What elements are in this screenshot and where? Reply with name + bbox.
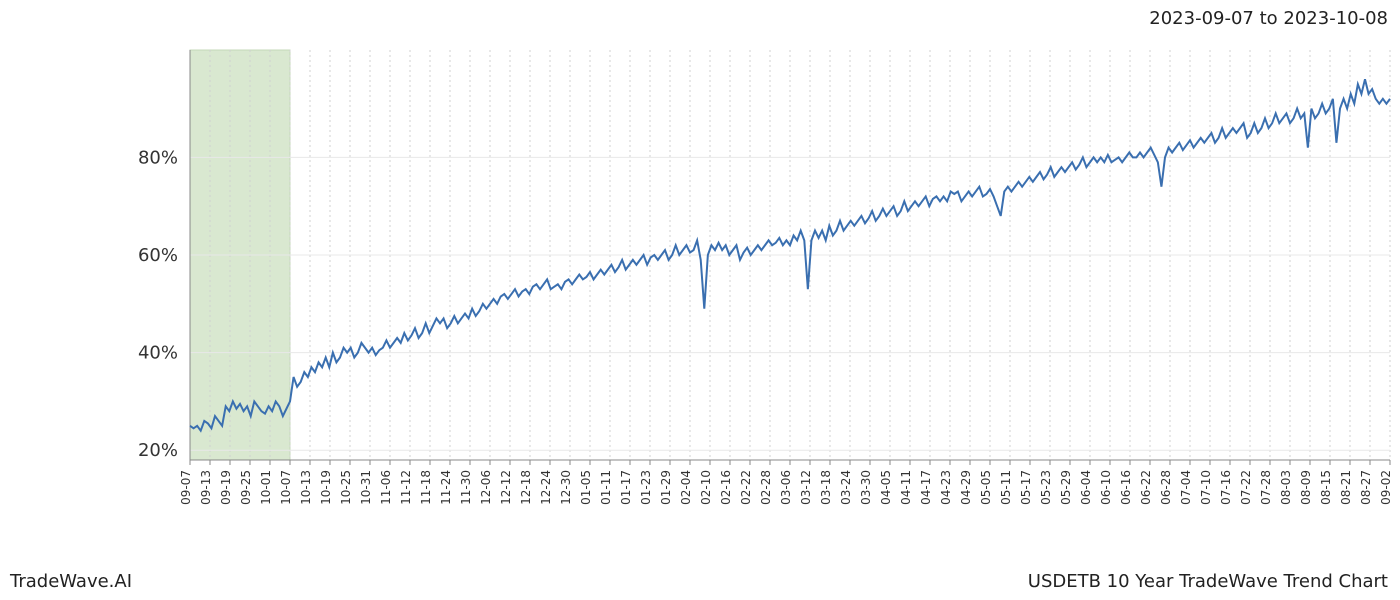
x-tick-label: 10-01 (259, 470, 273, 505)
x-tick-label: 09-19 (219, 470, 233, 505)
x-tick-label: 02-04 (679, 470, 693, 505)
x-tick-label: 05-17 (1019, 470, 1033, 505)
x-tick-label: 06-04 (1079, 470, 1093, 505)
chart-container: 2023-09-07 to 2023-10-08 20% 40% 60% 80% 09-… (0, 0, 1400, 600)
x-tick-label: 04-05 (879, 470, 893, 505)
x-tick-label: 04-11 (899, 470, 913, 505)
x-tick-label: 02-22 (739, 470, 753, 505)
x-tick-label: 07-10 (1199, 470, 1213, 505)
x-tick-label: 08-21 (1339, 470, 1353, 505)
x-tick-label: 01-05 (579, 470, 593, 505)
trend-chart: 20% 40% 60% 80% 09-07 09-13 09-19 09-25 10-01 10-… (0, 40, 1400, 550)
x-tick-label: 11-30 (459, 470, 473, 505)
x-tick-label: 12-18 (519, 470, 533, 505)
x-tick-label: 10-07 (279, 470, 293, 505)
x-tick-label: 03-24 (839, 470, 853, 505)
x-tick-label: 12-06 (479, 470, 493, 505)
x-tick-label: 05-29 (1059, 470, 1073, 505)
x-tick-label: 06-28 (1159, 470, 1173, 505)
x-tick-label: 10-31 (359, 470, 373, 505)
x-tick-label: 07-16 (1219, 470, 1233, 505)
x-tick-label: 12-24 (539, 470, 553, 505)
x-tick-label: 03-12 (799, 470, 813, 505)
x-tick-label: 08-27 (1359, 470, 1373, 505)
y-tick-label: 20% (138, 440, 178, 461)
x-tick-label: 03-18 (819, 470, 833, 505)
x-tick-label: 06-10 (1099, 470, 1113, 505)
x-tick-label: 04-23 (939, 470, 953, 505)
x-tick-label: 06-22 (1139, 470, 1153, 505)
x-tick-label: 07-28 (1259, 470, 1273, 505)
x-tick-label: 02-28 (759, 470, 773, 505)
x-tick-label: 05-05 (979, 470, 993, 505)
chart-title: USDETB 10 Year TradeWave Trend Chart (1028, 571, 1388, 592)
x-tick-label: 09-13 (199, 470, 213, 505)
x-tick-label: 08-15 (1319, 470, 1333, 505)
x-tick-label: 10-19 (319, 470, 333, 505)
x-tick-label: 05-23 (1039, 470, 1053, 505)
x-tick-label: 07-22 (1239, 470, 1253, 505)
x-tick-label: 10-13 (299, 470, 313, 505)
x-tick-label: 01-17 (619, 470, 633, 505)
x-tick-label: 12-30 (559, 470, 573, 505)
brand-label: TradeWave.AI (10, 571, 132, 592)
x-tick-label: 12-12 (499, 470, 513, 505)
x-tick-label: 06-16 (1119, 470, 1133, 505)
x-tick-label: 01-11 (599, 470, 613, 505)
x-tick-label: 07-04 (1179, 470, 1193, 505)
x-tick-label: 09-02 (1379, 470, 1393, 505)
date-range-label: 2023-09-07 to 2023-10-08 (1149, 8, 1388, 29)
x-tick-label: 05-11 (999, 470, 1013, 505)
y-tick-label: 60% (138, 245, 178, 266)
x-tick-label: 10-25 (339, 470, 353, 505)
x-tick-label: 01-29 (659, 470, 673, 505)
x-tick-label: 11-06 (379, 470, 393, 505)
x-tick-label: 11-18 (419, 470, 433, 505)
x-tick-label: 02-10 (699, 470, 713, 505)
x-tick-label: 08-03 (1279, 470, 1293, 505)
x-tick-label: 01-23 (639, 470, 653, 505)
x-tick-label: 09-25 (239, 470, 253, 505)
x-tick-label: 11-24 (439, 470, 453, 505)
x-tick-label: 11-12 (399, 470, 413, 505)
y-tick-label: 80% (138, 147, 178, 168)
x-tick-label: 08-09 (1299, 470, 1313, 505)
x-tick-label: 03-30 (859, 470, 873, 505)
x-tick-label: 04-17 (919, 470, 933, 505)
x-tick-label: 03-06 (779, 470, 793, 505)
y-tick-label: 40% (138, 343, 178, 364)
x-tick-label: 09-07 (179, 470, 193, 505)
x-tick-label: 02-16 (719, 470, 733, 505)
x-tick-label: 04-29 (959, 470, 973, 505)
